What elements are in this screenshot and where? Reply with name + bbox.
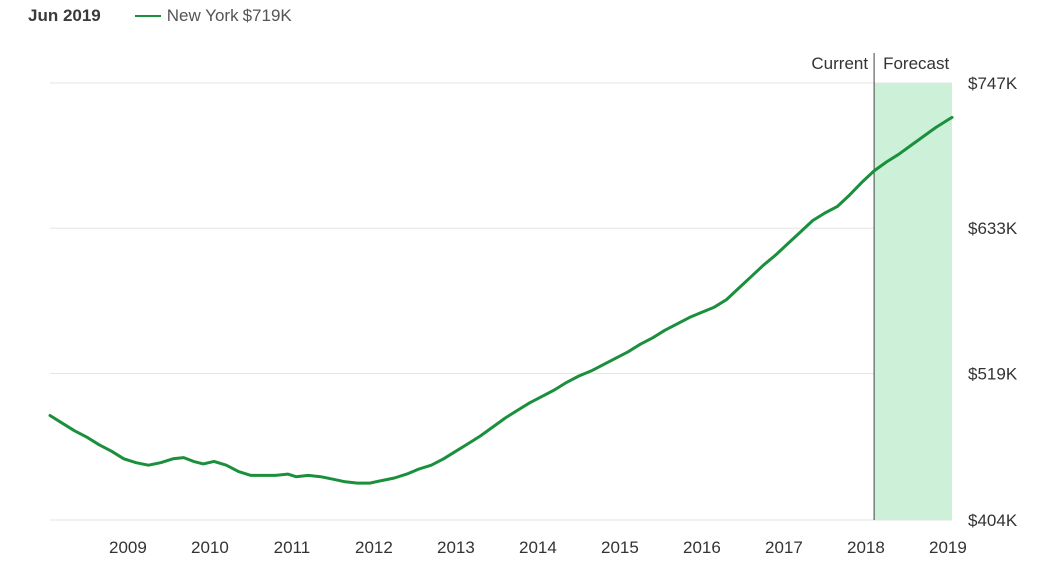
period-label: Jun 2019 xyxy=(28,6,101,25)
y-tick-label: $519K xyxy=(968,364,1018,383)
forecast-region-label: Forecast xyxy=(883,54,949,73)
x-tick-label: 2012 xyxy=(355,538,393,557)
series-line-new-york[interactable] xyxy=(48,115,954,485)
x-tick-label: 2019 xyxy=(929,538,967,557)
legend-series-value: $719K xyxy=(242,6,292,25)
x-tick-label: 2017 xyxy=(765,538,803,557)
x-tick-label: 2014 xyxy=(519,538,557,557)
x-tick-label: 2009 xyxy=(109,538,147,557)
y-tick-label: $404K xyxy=(968,511,1018,530)
x-tick-label: 2016 xyxy=(683,538,721,557)
forecast-region xyxy=(874,83,952,520)
x-tick-label: 2011 xyxy=(274,538,311,557)
x-axis-ticks: 2009 2010 2011 2012 2013 2014 2015 2016 2017 2018… xyxy=(109,538,967,557)
grid-lines xyxy=(50,82,952,521)
legend-line-swatch-icon xyxy=(134,15,161,17)
y-axis-ticks: $404K $519K $633K $747K xyxy=(968,74,1018,530)
y-tick-label: $747K xyxy=(968,74,1018,93)
x-tick-label: 2018 xyxy=(847,538,885,557)
chart-header: Jun 2019 New York $719K xyxy=(28,4,292,28)
x-tick-label: 2013 xyxy=(437,538,475,557)
legend-series-label: New York xyxy=(166,6,239,25)
current-region-label: Current xyxy=(811,54,868,73)
x-tick-label: 2010 xyxy=(191,538,229,557)
x-tick-label: 2015 xyxy=(601,538,639,557)
y-tick-label: $633K xyxy=(968,219,1018,238)
legend-item-new-york[interactable]: New York $719K xyxy=(134,6,292,26)
